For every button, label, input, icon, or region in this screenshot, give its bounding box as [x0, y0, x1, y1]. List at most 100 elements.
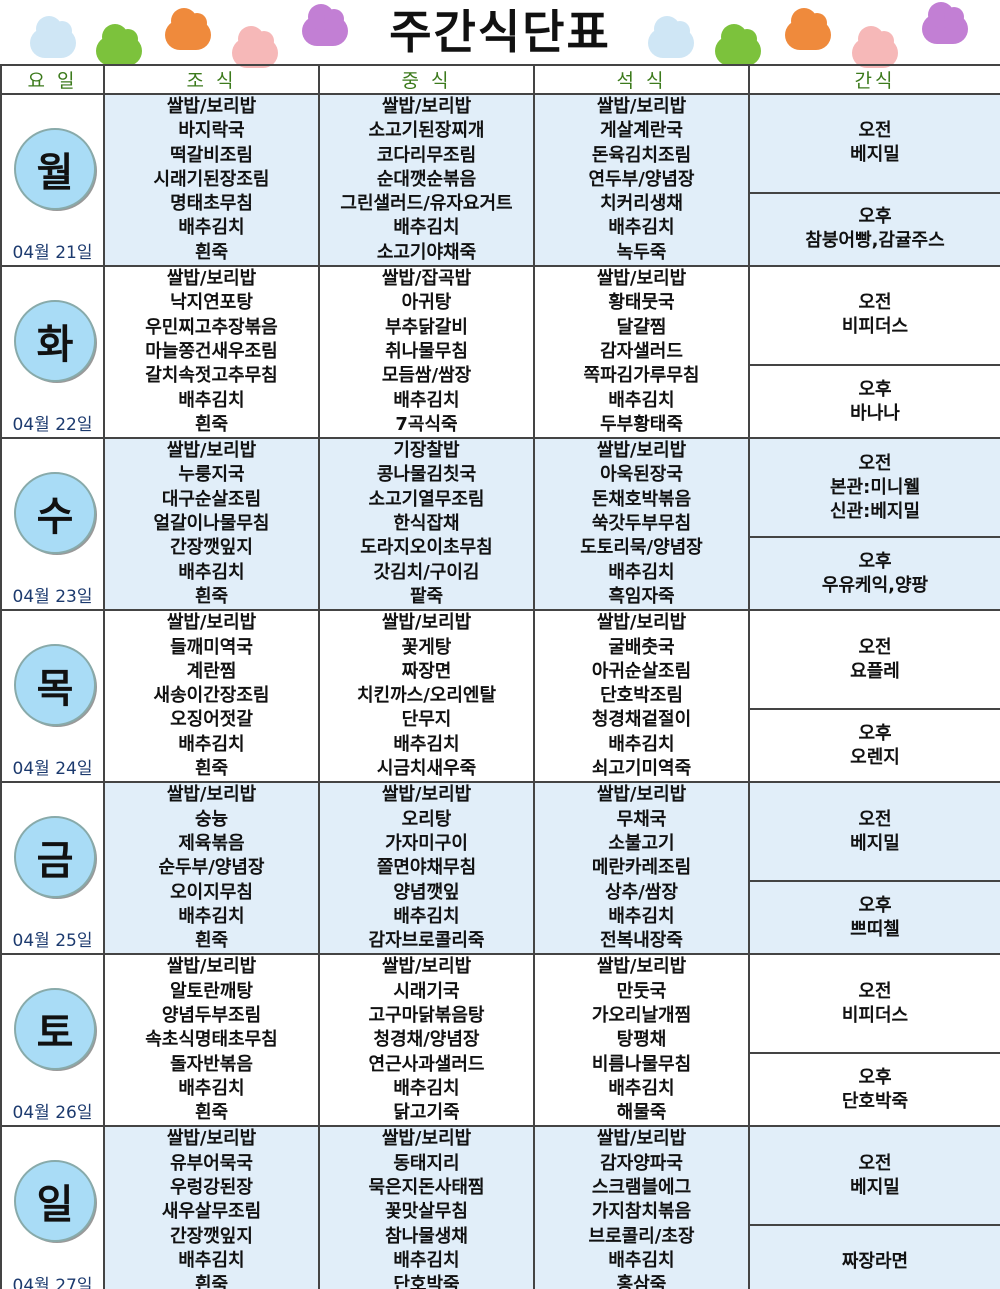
menu-item: 흰죽: [194, 585, 229, 607]
menu-item: 시래기국: [393, 980, 460, 1002]
snack-am-cell: 오전 비피더스: [748, 953, 1000, 1055]
menu-item: 녹두죽: [616, 241, 667, 263]
menu-item: 배추김치: [393, 389, 460, 411]
day-cell: 일 04월 27일: [0, 1125, 105, 1289]
day-badge: 목: [14, 644, 96, 727]
menu-item: 기장찰밥: [393, 440, 460, 462]
menu-item: 쪽파김가루무침: [583, 365, 700, 387]
menu-item: 쌀밥/보리밥: [166, 440, 257, 462]
day-date: 04월 21일: [12, 243, 93, 264]
dinner-cell: 쌀밥/보리밥 무채국 소불고기 메란카레조림 상추/쌈장 배추김치 전복내장죽: [533, 781, 750, 956]
cloud-icon: [302, 4, 348, 46]
menu-item: 한식잡채: [393, 513, 460, 535]
menu-item: 치커리생채: [600, 193, 683, 215]
page-title: 주간식단표: [389, 5, 611, 59]
menu-item: 소고기열무조림: [368, 488, 485, 510]
cloud-icon: [96, 24, 142, 66]
menu-item: 연두부/양념장: [588, 168, 695, 190]
lunch-cell: 쌀밥/보리밥 꽃게탕 짜장면 치킨까스/오리엔탈 단무지 배추김치 시금치새우죽: [318, 609, 535, 784]
menu-item: 누룽지국: [178, 464, 245, 486]
menu-item: 치킨까스/오리엔탈: [356, 685, 497, 707]
breakfast-cell: 쌀밥/보리밥 유부어묵국 우렁강된장 새우살무조림 간장깻잎지 배추김치 흰죽: [103, 1125, 320, 1289]
menu-item: 도라지오이초무침: [360, 537, 493, 559]
menu-item: 상추/쌈장: [605, 881, 678, 903]
header-day: 요 일: [0, 64, 105, 95]
menu-item: 쌀밥/보리밥: [166, 956, 257, 978]
menu-item: 무채국: [616, 808, 667, 830]
cloud-icon: [852, 26, 898, 68]
menu-item: 계란찜: [186, 660, 237, 682]
menu-item: 단호박조림: [600, 685, 683, 707]
menu-item: 돈채호박볶음: [591, 488, 692, 510]
menu-item: 아욱된장국: [600, 464, 683, 486]
dinner-cell: 쌀밥/보리밥 만둣국 가오리날개찜 탕평채 비름나물무침 배추김치 해물죽: [533, 953, 750, 1128]
snack-pm-cell: 오후 쁘띠첼: [748, 880, 1000, 956]
menu-item: 쌀밥/보리밥: [596, 440, 687, 462]
menu-item: 배추김치: [178, 561, 245, 583]
snack-item: 오전: [858, 452, 892, 474]
menu-item: 황태뭇국: [608, 292, 675, 314]
breakfast-cell: 쌀밥/보리밥 누룽지국 대구순살조림 얼갈이나물무침 간장깻잎지 배추김치 흰죽: [103, 437, 320, 612]
day-row-pm: 짜장라면: [1, 1224, 1000, 1289]
menu-item: 순대깻순볶음: [376, 168, 477, 190]
menu-item: 닭고기죽: [393, 1102, 460, 1124]
menu-item: 쇠고기미역죽: [591, 758, 692, 780]
menu-item: 만둣국: [616, 980, 667, 1002]
menu-item: 배추김치: [608, 1077, 675, 1099]
menu-item: 시래기된장조림: [153, 168, 270, 190]
lunch-cell: 쌀밥/보리밥 시래기국 고구마닭볶음탕 청경채/양념장 연근사과샐러드 배추김치 닭고기죽: [318, 953, 535, 1128]
menu-item: 배추김치: [608, 905, 675, 927]
cloud-icon: [232, 26, 278, 68]
menu-item: 연근사과샐러드: [368, 1053, 485, 1075]
menu-item: 마늘쫑건새우조림: [145, 340, 278, 362]
dinner-cell: 쌀밥/보리밥 굴배춧국 아귀순살조림 단호박조림 청경채겉절이 배추김치 쇠고기미역죽: [533, 609, 750, 784]
header-breakfast: 조 식: [103, 64, 320, 95]
menu-item: 쌀밥/보리밥: [166, 784, 257, 806]
cloud-icon: [922, 2, 968, 44]
day-date: 04월 26일: [12, 1103, 93, 1124]
menu-item: 흰죽: [194, 758, 229, 780]
menu-item: 코다리무조림: [376, 144, 477, 166]
menu-item: 짜장면: [401, 660, 452, 682]
menu-item: 흰죽: [194, 1274, 229, 1289]
menu-item: 쌀밥/보리밥: [596, 268, 687, 290]
menu-item: 쫄면야채무침: [376, 857, 477, 879]
snack-am-cell: 오전 베지밀: [748, 1125, 1000, 1227]
snack-pm-cell: 오후 우유케익,양팡: [748, 535, 1000, 612]
menu-item: 바지락국: [178, 120, 245, 142]
menu-item: 도토리묵/양념장: [580, 537, 703, 559]
menu-item: 간장깻잎지: [170, 1225, 253, 1247]
lunch-cell: 기장찰밥 콩나물김칫국 소고기열무조림 한식잡채 도라지오이초무침 갓김치/구이김 팥죽: [318, 437, 535, 612]
menu-item: 배추김치: [393, 733, 460, 755]
menu-item: 묵은지돈사태찜: [368, 1177, 485, 1199]
menu-item: 동태지리: [393, 1152, 460, 1174]
menu-item: 그린샐러드/유자요거트: [340, 193, 513, 215]
menu-item: 쌀밥/보리밥: [166, 612, 257, 634]
menu-item: 쌀밥/보리밥: [166, 268, 257, 290]
menu-item: 두부황태죽: [600, 413, 683, 435]
day-row-pm: 오후 참붕어빵,감귤주스: [1, 191, 1000, 268]
snack-am-cell: 오전 본관:미니웰 신관:베지밀: [748, 437, 1000, 538]
snack-pm-cell: 오후 오렌지: [748, 707, 1000, 784]
menu-item: 브로콜리/초장: [588, 1225, 695, 1247]
menu-item: 감자샐러드: [600, 340, 683, 362]
snack-item: 참붕어빵,감귤주스: [805, 230, 945, 252]
menu-item: 명태초무침: [170, 193, 253, 215]
menu-item: 유부어묵국: [170, 1152, 253, 1174]
day-row-pm: 오후 단호박죽: [1, 1052, 1000, 1128]
day-cell: 수 04월 23일: [0, 437, 105, 612]
cloud-icon: [715, 24, 761, 66]
breakfast-cell: 쌀밥/보리밥 숭늉 제육볶음 순두부/양념장 오이지무침 배추김치 흰죽: [103, 781, 320, 956]
menu-item: 청경채겉절이: [591, 709, 692, 731]
snack-pm-cell: 오후 단호박죽: [748, 1052, 1000, 1128]
lunch-cell: 쌀밥/보리밥 오리탕 가자미구이 쫄면야채무침 양념깻잎 배추김치 감자브로콜리죽: [318, 781, 535, 956]
day-row: 화 04월 22일 쌀밥/보리밥 낙지연포탕 우민찌고추장볶음 마늘쫑건새우조림 갈치속젓고…: [0, 265, 1000, 440]
menu-item: 쌀밥/잡곡밥: [381, 268, 472, 290]
lunch-cell: 쌀밥/잡곡밥 아귀탕 부추닭갈비 취나물무침 모듬쌈/쌈장 배추김치 7곡식죽: [318, 265, 535, 440]
day-cell: 월 04월 21일: [0, 92, 105, 268]
menu-item: 7곡식죽: [395, 413, 458, 435]
day-date: 04월 22일: [12, 415, 93, 436]
snack-item: 오후: [858, 722, 892, 744]
title-banner: 주간식단표: [0, 0, 1000, 68]
menu-item: 가오리날개찜: [591, 1004, 692, 1026]
